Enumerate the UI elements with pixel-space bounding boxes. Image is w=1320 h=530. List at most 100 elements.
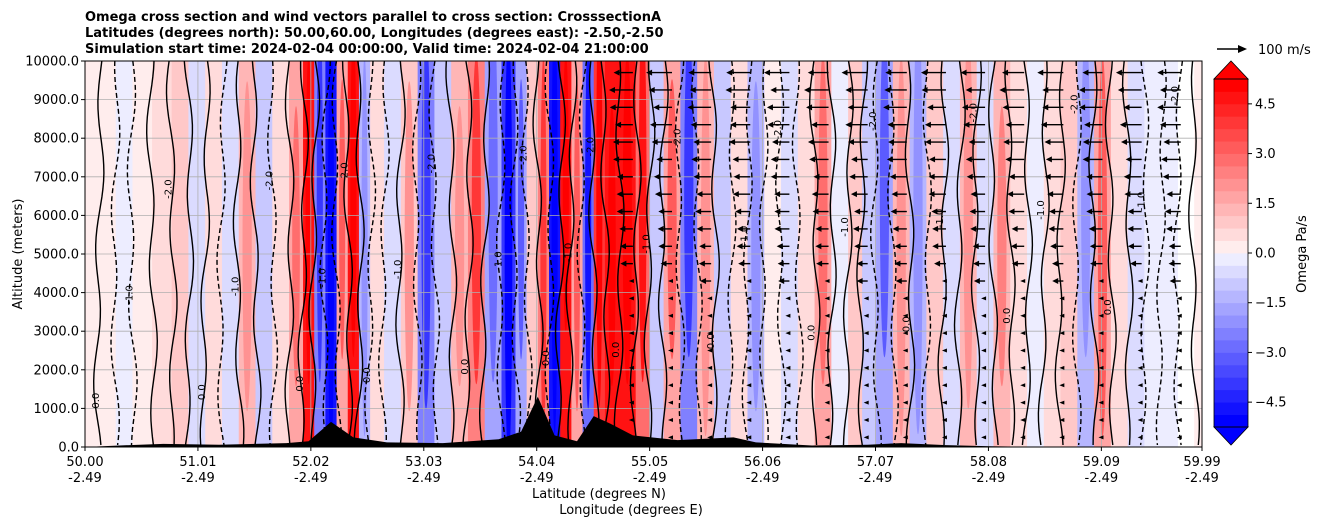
wind-vector-head <box>1127 225 1134 232</box>
omega-core <box>638 61 647 383</box>
y-tick-label: 5000.0 <box>34 248 80 263</box>
contour-line <box>462 61 474 446</box>
wind-vector-head <box>620 260 627 267</box>
wind-vector-head <box>981 296 987 301</box>
y-tick-label: 9000.0 <box>34 93 80 108</box>
wind-vector-head <box>1020 400 1026 405</box>
wind-vector-head <box>1137 400 1143 405</box>
colorbar-level <box>1214 302 1248 316</box>
omega-core <box>305 61 312 385</box>
colorbar-tick-label: −1.5 <box>1255 296 1287 311</box>
colorbar-level <box>1214 190 1248 204</box>
wind-vector-head <box>1020 417 1026 422</box>
wind-vector-head <box>849 173 856 180</box>
x-tick-label-longitude: -2.49 <box>633 471 667 486</box>
contour-label: -2.0 <box>773 120 784 140</box>
wind-vector-head <box>887 121 894 128</box>
wind-vector-head <box>806 104 813 111</box>
contour-label: -2.0 <box>264 171 275 191</box>
wind-vector-head <box>1059 383 1065 388</box>
contour-line <box>110 61 121 446</box>
contour-line <box>904 61 916 446</box>
omega-core <box>242 81 252 412</box>
wind-vector-head <box>696 191 703 198</box>
contour-line <box>297 61 310 446</box>
wind-vector-head <box>1137 435 1143 440</box>
x-tick-label-latitude: 59.99 <box>1183 455 1220 470</box>
contour-label: -1.0 <box>231 277 242 297</box>
x-tick-label-latitude: 51.01 <box>179 455 216 470</box>
wind-vector-head <box>619 225 626 232</box>
x-tick-label-longitude: -2.49 <box>407 471 441 486</box>
contour-label: -1.0 <box>1136 192 1147 212</box>
omega-core <box>700 61 711 437</box>
contour-label: 0.0 <box>362 367 373 383</box>
wind-vector-head <box>668 400 674 405</box>
wind-vector-head <box>658 208 665 215</box>
wind-vector-head <box>934 260 941 267</box>
wind-vector-head <box>886 156 893 163</box>
wind-vector-head <box>1059 296 1065 301</box>
wind-vector-head <box>1176 331 1182 336</box>
wind-vector-head <box>770 173 777 180</box>
wind-vector-head <box>774 208 781 215</box>
wind-vector-head <box>707 296 713 301</box>
wind-vector-head <box>824 400 830 405</box>
wind-vector-head <box>965 156 972 163</box>
wind-vector-head <box>1005 156 1012 163</box>
contour-label: 0.0 <box>460 359 471 375</box>
wind-vector-head <box>1098 365 1104 370</box>
wind-vector-head <box>668 435 674 440</box>
omega-core <box>997 106 1007 387</box>
wind-vector-head <box>1020 296 1026 301</box>
wind-vector-head <box>854 243 861 250</box>
wind-vector-head <box>729 139 736 146</box>
wind-vector-head <box>1168 260 1175 267</box>
wind-vector-head <box>824 296 830 301</box>
omega-core <box>361 61 368 437</box>
wind-vector-head <box>1089 243 1096 250</box>
contour-label: -2.0 <box>672 128 683 148</box>
wind-vector-head <box>999 86 1006 93</box>
x-tick-label-latitude: 57.07 <box>857 455 894 470</box>
wind-vector-head <box>628 331 634 336</box>
wind-vector-head <box>616 208 623 215</box>
omega-core <box>540 61 547 437</box>
wind-vector-head <box>863 313 869 318</box>
wind-vector-head <box>1176 435 1182 440</box>
omega-core <box>963 61 973 410</box>
wind-vector-head <box>924 121 931 128</box>
wind-vector-head <box>608 86 615 93</box>
colorbar: 4.5 3.0 1.5 0.0 −1.5 −3.0 −4.5 <box>1213 60 1287 446</box>
wind-vector-head <box>695 208 702 215</box>
x-tick-label-longitude: -2.49 <box>1185 471 1219 486</box>
colorbar-level <box>1214 402 1248 415</box>
contour-line <box>145 61 159 446</box>
wind-vector-head <box>766 104 773 111</box>
wind-vector-head <box>1020 348 1026 353</box>
colorbar-level <box>1214 178 1248 192</box>
contour-label: -1.0 <box>739 226 750 246</box>
wind-vector-head <box>809 156 816 163</box>
wind-vector-head <box>1119 121 1126 128</box>
wind-vector-head <box>785 331 791 336</box>
wind-vector-head <box>841 69 848 76</box>
wind-vector-head <box>924 139 931 146</box>
wind-vector-head <box>1168 243 1175 250</box>
colorbar-level <box>1214 377 1248 391</box>
wind-vector-head <box>856 260 863 267</box>
contour-line <box>1139 61 1150 446</box>
wind-vector-head <box>863 417 869 422</box>
omega-core <box>517 79 525 360</box>
contour-label: -1.0 <box>642 234 653 254</box>
wind-vector-head <box>668 279 674 284</box>
wind-vector-head <box>1048 225 1055 232</box>
wind-vector-head <box>804 86 811 93</box>
contour-line <box>308 61 321 446</box>
wind-vector-head <box>1137 383 1143 388</box>
wind-vector-head <box>732 156 739 163</box>
wind-vector-head <box>941 383 947 388</box>
wind-vector-head <box>1059 365 1065 370</box>
wind-vector-head <box>650 121 657 128</box>
colorbar-tick-label: 0.0 <box>1255 247 1276 262</box>
